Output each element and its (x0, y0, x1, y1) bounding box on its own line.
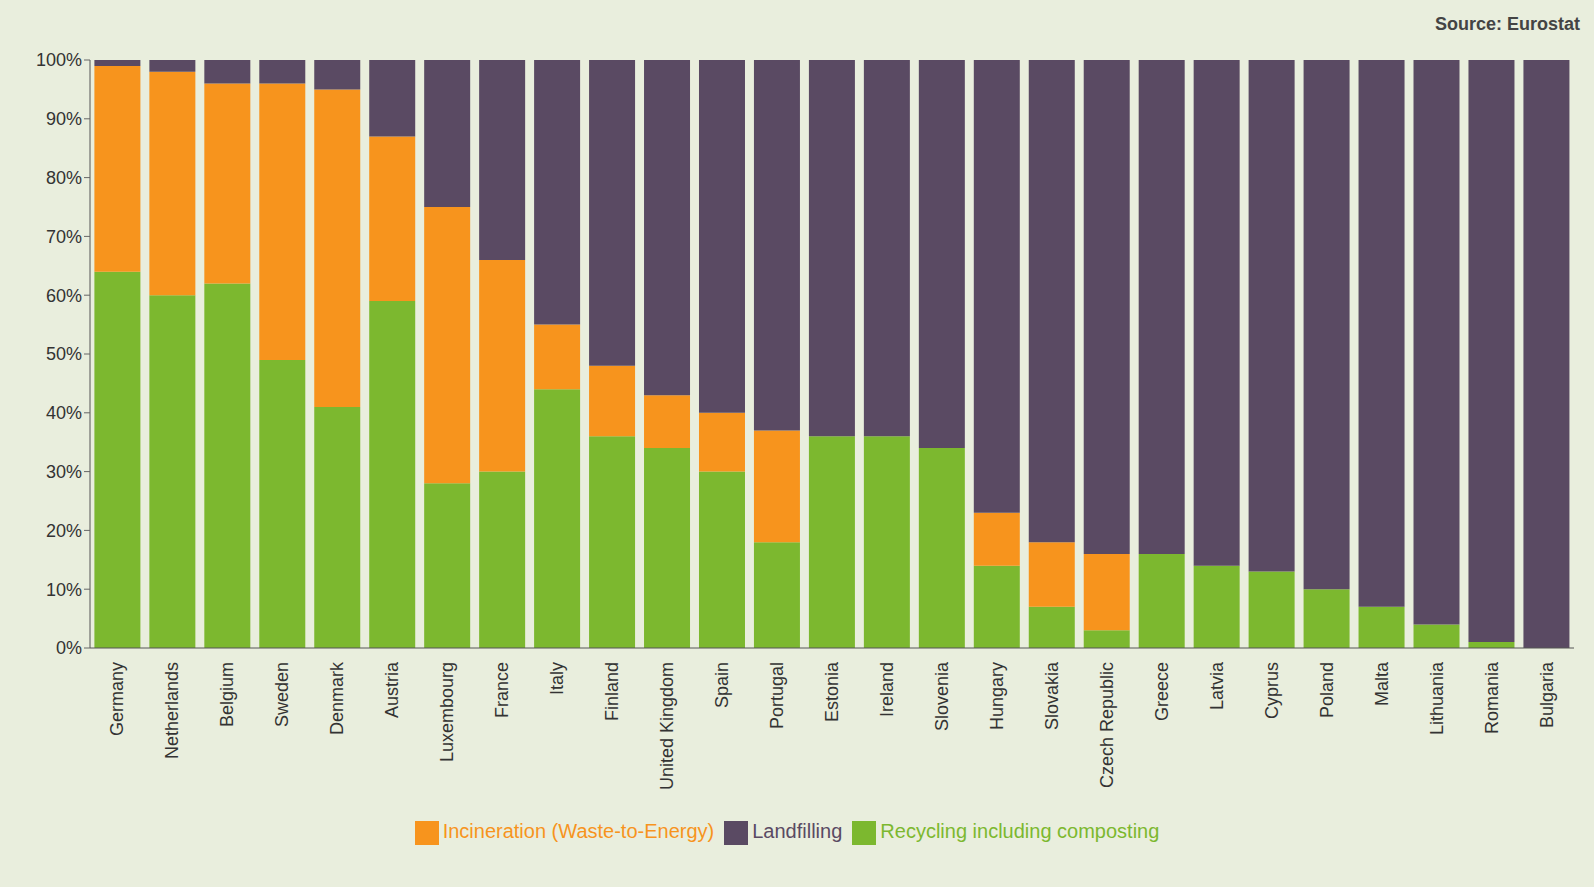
svg-text:Latvia: Latvia (1207, 661, 1227, 710)
svg-text:Ireland: Ireland (877, 662, 897, 717)
svg-text:100%: 100% (36, 50, 82, 70)
svg-text:Romania: Romania (1482, 661, 1502, 734)
svg-text:Estonia: Estonia (822, 661, 842, 722)
svg-text:Portugal: Portugal (767, 662, 787, 729)
svg-text:90%: 90% (46, 109, 82, 129)
svg-text:France: France (492, 662, 512, 718)
svg-text:Finland: Finland (602, 662, 622, 721)
svg-text:50%: 50% (46, 344, 82, 364)
html-text:Recycling including composting: Recycling including composting (880, 820, 1160, 842)
svg-text:Slovenia: Slovenia (932, 661, 952, 731)
svg-text:20%: 20% (46, 521, 82, 541)
html-text:Source: Eurostat: Source: Eurostat (1435, 14, 1580, 34)
html-text:Incineration (Waste-to-Energy): Incineration (Waste-to-Energy) (442, 820, 715, 842)
svg-text:Greece: Greece (1152, 662, 1172, 721)
svg-text:60%: 60% (46, 286, 82, 306)
svg-text:Luxembourg: Luxembourg (437, 662, 457, 762)
html-text:Landfilling: Landfilling (752, 820, 843, 842)
svg-text:Spain: Spain (712, 662, 732, 708)
svg-text:0%: 0% (56, 638, 82, 658)
svg-text:10%: 10% (46, 580, 82, 600)
svg-text:Italy: Italy (547, 662, 567, 695)
svg-text:Belgium: Belgium (217, 662, 237, 727)
svg-text:80%: 80% (46, 168, 82, 188)
svg-text:United Kingdom: United Kingdom (657, 662, 677, 790)
svg-text:70%: 70% (46, 227, 82, 247)
svg-text:Germany: Germany (107, 662, 127, 736)
svg-text:Bulgaria: Bulgaria (1537, 661, 1557, 728)
svg-text:Lithuania: Lithuania (1427, 661, 1447, 735)
svg-text:40%: 40% (46, 403, 82, 423)
svg-text:Slovakia: Slovakia (1042, 661, 1062, 730)
svg-text:30%: 30% (46, 462, 82, 482)
svg-text:Sweden: Sweden (272, 662, 292, 727)
svg-text:Cyprus: Cyprus (1262, 662, 1282, 719)
svg-text:Malta: Malta (1372, 661, 1392, 706)
svg-text:Denmark: Denmark (327, 661, 347, 735)
svg-text:Netherlands: Netherlands (162, 662, 182, 759)
svg-text:Poland: Poland (1317, 662, 1337, 718)
svg-text:Czech Republic: Czech Republic (1097, 662, 1117, 788)
svg-text:Hungary: Hungary (987, 662, 1007, 730)
svg-text:Austria: Austria (382, 661, 402, 718)
